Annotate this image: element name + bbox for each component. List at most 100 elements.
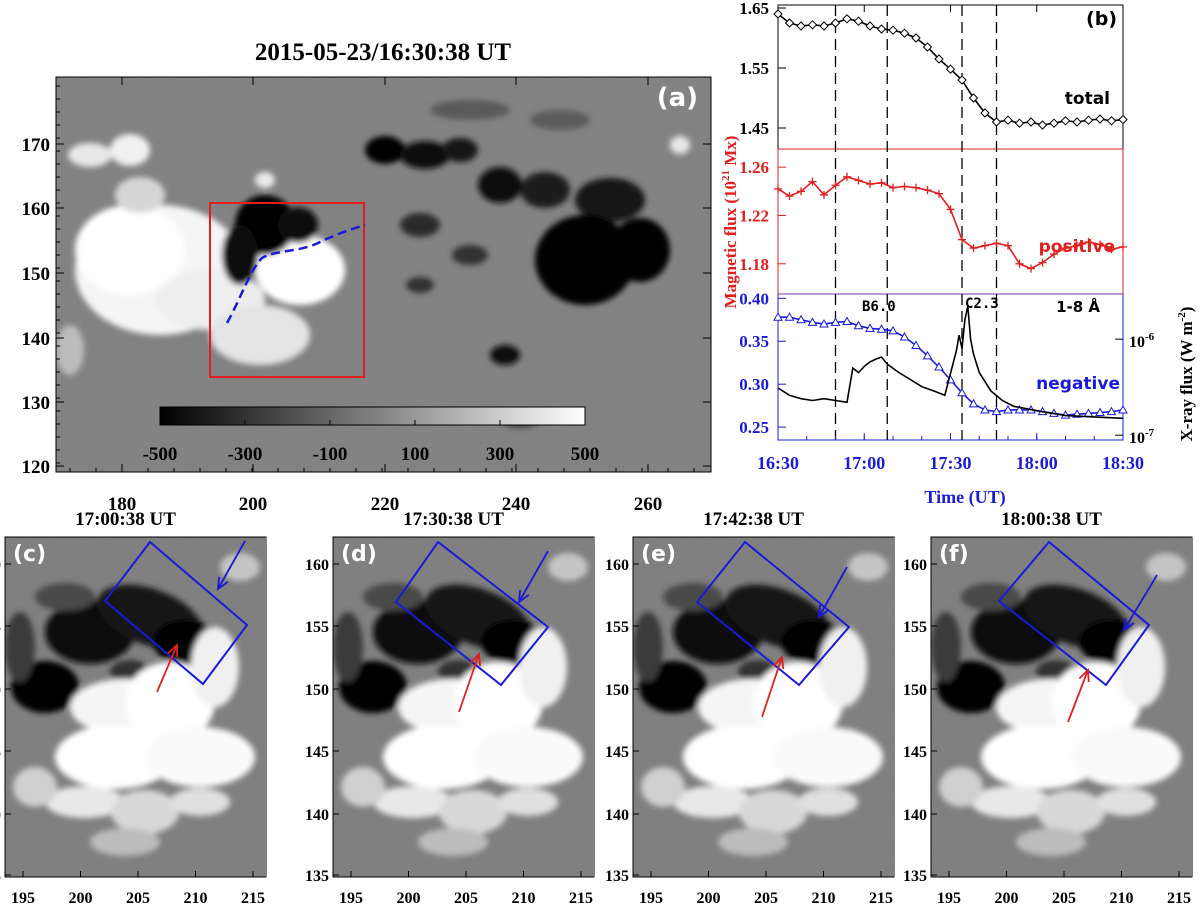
- series-negative-point: [830, 317, 841, 326]
- panel-a-xtick-label: 200: [239, 494, 268, 515]
- series-total-point: [1106, 116, 1117, 126]
- series-total-point: [1049, 118, 1059, 128]
- panel-b-xray-tick-label: 10-7: [1129, 427, 1155, 447]
- panel-b-ticks: 16:30 17:00 17:30 18:00 18:30 1.65 1.55 1.45 1.2…: [739, 0, 1154, 473]
- series-positive-point: [831, 181, 840, 190]
- panel-a-ytick-label: 130: [22, 393, 51, 414]
- lower-xtick-label: 200: [69, 890, 93, 906]
- panel-a-xticks: 180 200 220 240 260: [69, 77, 695, 515]
- label-total: total: [1065, 89, 1110, 109]
- panel-f: 18:00:38 UT (f) 160 155 150 145 140 135 195 200 20…: [903, 509, 1193, 906]
- series-negative-point: [865, 323, 875, 332]
- series-total-point: [980, 108, 990, 118]
- lower-xtick-label: 195: [339, 890, 363, 906]
- arrow-head: [1122, 617, 1135, 632]
- lower-panel-title: 17:42:38 UT: [703, 509, 804, 530]
- series-positive-point: [785, 192, 794, 201]
- panel-b-xlabel: Time (UT): [924, 487, 1005, 508]
- series-positive-point: [946, 205, 955, 214]
- panel-a-ytick-label: 160: [22, 199, 51, 220]
- panel-b-xray-tick-label: 10-6: [1129, 331, 1155, 351]
- panel-c: 17:00:38 UT (c) 160 155 150 145 140 135 195 200 20…: [0, 509, 267, 906]
- colorbar-tick-label: -300: [228, 444, 263, 465]
- series-positive-point: [958, 235, 966, 244]
- series-negative-point: [980, 404, 990, 414]
- series-xray-line: [777, 306, 1124, 420]
- panel-a-ytick-label: 120: [22, 457, 51, 478]
- lower-panel-label: (f): [939, 542, 969, 567]
- series-total-point: [784, 18, 795, 28]
- lower-ytick-label: 140: [305, 807, 329, 824]
- arrow-head: [216, 576, 229, 591]
- lower-xtick-label: 205: [454, 890, 478, 906]
- series-positive-point: [866, 180, 874, 189]
- colorbar-tick-label: 300: [486, 444, 515, 465]
- arrow-head: [470, 651, 482, 667]
- panel-b-xtick-label: 18:30: [1102, 453, 1144, 473]
- arrow-blue: [217, 540, 246, 590]
- lower-ytick-label: 160: [605, 557, 629, 574]
- series-negative-point: [1118, 404, 1128, 414]
- arrow-head: [773, 654, 785, 670]
- lower-ytick-label: 160: [903, 557, 927, 574]
- lower-ytick-label: 155: [605, 619, 629, 636]
- lower-xtick-label: 205: [754, 890, 778, 906]
- selection-box-red: [209, 202, 365, 378]
- panel-b-xtick-label: 17:30: [930, 453, 972, 473]
- colorbar: [159, 406, 586, 426]
- label-positive: positive: [1039, 237, 1115, 257]
- series-total-point: [1060, 116, 1071, 126]
- series-total-point: [796, 21, 806, 31]
- series-negative-point: [876, 324, 887, 333]
- lower-ytick-label: 145: [0, 744, 1, 761]
- panel-a-xtick-label: 240: [502, 494, 531, 515]
- series-positive-point: [1084, 238, 1093, 247]
- panel-a-frame: [55, 76, 712, 473]
- lower-xtick-label: 195: [11, 890, 35, 906]
- lower-xtick-label: 210: [184, 890, 208, 906]
- series-total-point: [819, 21, 829, 31]
- lower-ytick-label: 150: [305, 682, 329, 699]
- panel-a-label: (a): [657, 83, 698, 113]
- magnetogram-zoom-image: [5, 537, 265, 877]
- series-negative-point: [1106, 406, 1117, 416]
- series-positive-point: [1096, 240, 1104, 249]
- lower-panel-frame: [930, 536, 1193, 878]
- lower-ytick-label: 135: [903, 868, 927, 885]
- region-box-blue: [394, 540, 550, 687]
- panel-b-ytick-label: 0.30: [739, 375, 769, 394]
- lower-ytick-label: 145: [903, 744, 927, 761]
- series-negative-point: [842, 316, 852, 325]
- series-positive-point: [797, 187, 805, 196]
- arrow-head: [517, 589, 530, 604]
- series-total-point: [807, 20, 818, 30]
- series-negative-point: [888, 325, 898, 335]
- arrow-blue: [518, 550, 549, 603]
- panel-b-ytick-label: 0.40: [739, 289, 769, 308]
- lower-xtick-label: 200: [697, 890, 721, 906]
- magnetogram-zoom-image: [633, 537, 893, 877]
- magnetogram-zoom-image: [333, 537, 593, 877]
- series-total-point: [1037, 120, 1048, 130]
- series-positive-point: [1073, 241, 1081, 250]
- series-positive-point: [889, 183, 897, 192]
- lower-ytick-label: 135: [305, 868, 329, 885]
- series-total-point: [957, 75, 967, 85]
- series-positive-point: [820, 190, 828, 199]
- series-total-point: [842, 14, 852, 24]
- panel-b-ytick-label: 1.22: [739, 206, 769, 225]
- series-negative-point: [1003, 404, 1013, 414]
- colorbar-ticks: -500 -300 -100 100 300 500: [143, 420, 599, 465]
- series-positive-point: [992, 239, 1001, 248]
- series-total-point: [1095, 114, 1105, 124]
- lower-ytick-label: 135: [605, 868, 629, 885]
- series-positive-point: [1061, 244, 1070, 253]
- lower-ytick-label: 150: [0, 682, 1, 699]
- panel-b-ytick-label: 1.45: [739, 119, 769, 138]
- lower-panel-frame: [632, 536, 895, 878]
- series-positive-point: [1015, 259, 1024, 268]
- panel-b-ytick-label: 1.55: [739, 59, 769, 78]
- panel-a-title: 2015-05-23/16:30:38 UT: [255, 39, 512, 66]
- arrow-red: [761, 656, 783, 718]
- lower-xtick-label: 210: [1110, 890, 1134, 906]
